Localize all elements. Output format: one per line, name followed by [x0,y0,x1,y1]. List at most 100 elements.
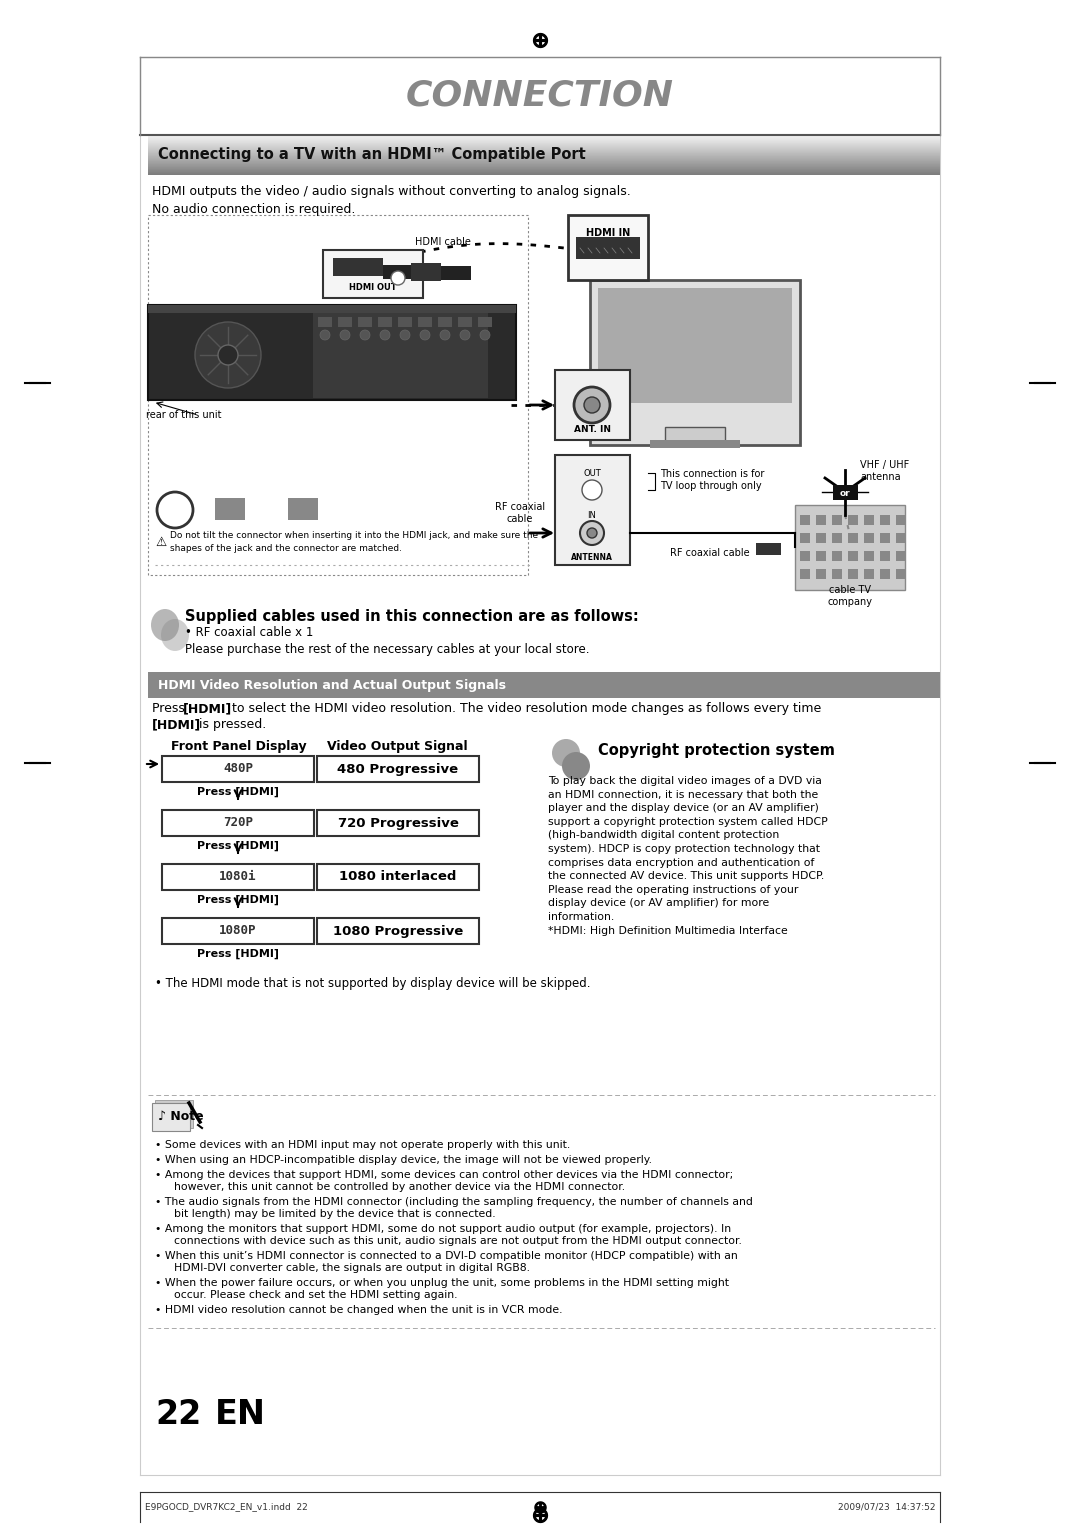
Ellipse shape [161,618,189,651]
Bar [832,551,842,560]
Text: 720 Progressive: 720 Progressive [338,817,458,829]
Bar [896,533,906,544]
Bar [832,533,842,544]
Text: • The audio signals from the HDMI connector (including the sampling frequency, t: • The audio signals from the HDMI connec… [156,1197,753,1206]
Bar [756,544,781,554]
Bar [318,918,480,944]
Bar [848,533,858,544]
Circle shape [460,330,470,341]
Text: RF coaxial
cable: RF coaxial cable [495,502,545,524]
Bar [833,486,858,499]
Circle shape [480,330,490,341]
Circle shape [218,345,238,365]
Text: OUT: OUT [583,469,600,478]
Bar [478,318,492,327]
Circle shape [320,330,330,341]
Text: IN: IN [588,510,596,519]
Bar [333,258,383,276]
Bar [848,515,858,525]
Text: bit length) may be limited by the device that is connected.: bit length) may be limited by the device… [167,1209,496,1219]
Text: HDMI Video Resolution and Actual Output Signals: HDMI Video Resolution and Actual Output … [158,678,507,692]
Text: Supplied cables used in this connection are as follows:: Supplied cables used in this connection … [185,609,638,625]
Bar [418,318,432,327]
Text: HDMI OUT: HDMI OUT [349,284,396,293]
Bar [896,515,906,525]
Text: 1080 interlaced: 1080 interlaced [339,870,457,884]
Text: 1080 Progressive: 1080 Progressive [333,924,463,938]
Text: • Some devices with an HDMI input may not operate properly with this unit.: • Some devices with an HDMI input may no… [156,1141,570,1150]
Text: • When using an HDCP-incompatible display device, the image will not be viewed p: • When using an HDCP-incompatible displa… [156,1154,652,1165]
Text: HDMI IN: HDMI IN [585,228,630,238]
Bar [816,515,826,525]
Text: This connection is for
TV loop through only: This connection is for TV loop through o… [660,469,765,490]
Circle shape [440,330,450,341]
Bar [880,551,890,560]
Text: • Among the monitors that support HDMI, some do not support audio output (for ex: • Among the monitors that support HDMI, … [156,1225,731,1234]
Bar [576,237,640,260]
Bar [148,305,516,313]
Text: • When this unit’s HDMI connector is connected to a DVI-D compatible monitor (HD: • When this unit’s HDMI connector is con… [156,1251,738,1261]
Bar [832,515,842,525]
Text: Front Panel Display: Front Panel Display [172,741,307,753]
Circle shape [420,330,430,341]
Bar [568,215,648,279]
Circle shape [360,330,370,341]
Text: or: or [839,489,850,498]
Circle shape [580,521,604,545]
Text: 480P: 480P [222,762,253,776]
Circle shape [195,322,261,388]
Bar [383,266,411,279]
Bar [650,440,740,447]
Bar [458,318,472,327]
Text: [HDMI]: [HDMI] [152,718,201,731]
Text: Press: Press [152,702,189,715]
Bar [848,551,858,560]
Text: occur. Please check and set the HDMI setting again.: occur. Please check and set the HDMI set… [167,1290,458,1299]
Bar [399,318,411,327]
Bar [162,864,314,890]
Text: VHF / UHF
antenna: VHF / UHF antenna [860,460,909,481]
Bar [318,864,480,890]
Bar [323,250,423,298]
Bar [816,551,826,560]
Circle shape [157,492,193,528]
Text: RF coaxial cable: RF coaxial cable [671,548,750,557]
Bar [896,570,906,579]
Bar [800,515,810,525]
Bar [816,533,826,544]
Bar [598,289,792,403]
Text: • Among the devices that support HDMI, some devices can control other devices vi: • Among the devices that support HDMI, s… [156,1170,733,1180]
Text: HDMI cable: HDMI cable [415,237,471,247]
Bar [441,266,471,279]
Bar [880,533,890,544]
Bar [148,134,940,176]
Bar [864,533,874,544]
Bar [665,428,725,444]
Bar [832,570,842,579]
Bar [555,370,630,440]
Text: 1080i: 1080i [219,870,257,884]
Text: cable TV
company: cable TV company [827,585,873,606]
Circle shape [340,330,350,341]
Circle shape [582,479,602,499]
Text: ✕: ✕ [294,496,316,524]
Circle shape [588,528,597,538]
Text: to select the HDMI video resolution. The video resolution mode changes as follow: to select the HDMI video resolution. The… [228,702,825,715]
Text: 480 Progressive: 480 Progressive [337,762,459,776]
Bar [357,318,372,327]
Bar [438,318,453,327]
Bar [555,455,630,565]
Bar [162,918,314,944]
Text: • RF coaxial cable x 1: • RF coaxial cable x 1 [185,626,313,640]
Bar [215,498,245,521]
Text: Press [HDMI]: Press [HDMI] [197,841,279,851]
Bar [800,551,810,560]
Bar [848,570,858,579]
Text: [HDMI]: [HDMI] [183,702,232,715]
Bar [800,570,810,579]
Text: 2009/07/23  14:37:52: 2009/07/23 14:37:52 [837,1503,935,1512]
Text: Copyright protection system: Copyright protection system [598,742,835,757]
Bar [864,551,874,560]
Bar [411,263,441,281]
Bar [156,1099,193,1128]
